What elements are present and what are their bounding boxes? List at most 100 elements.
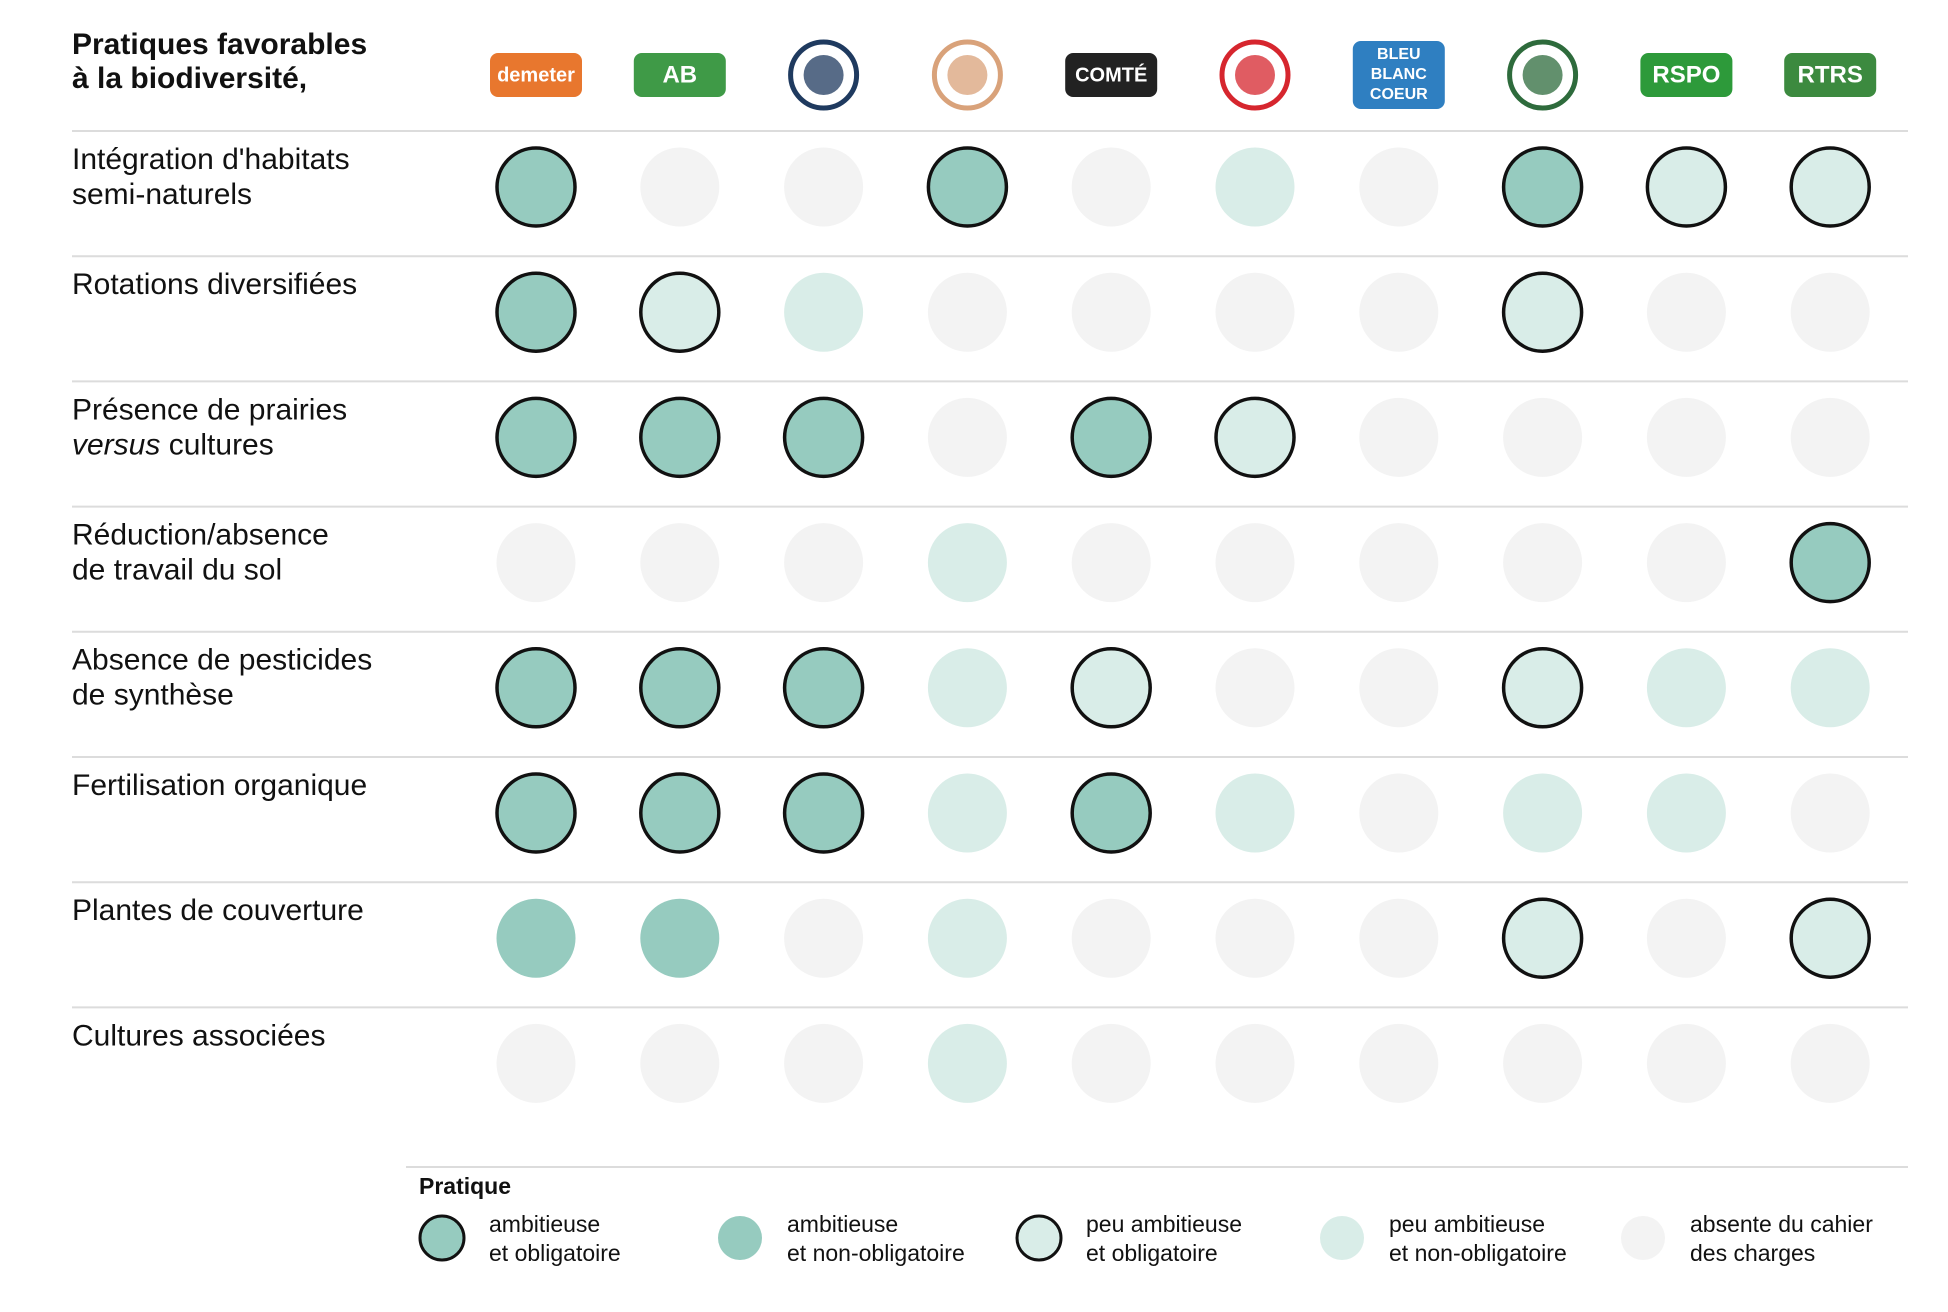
row-label: Fertilisation organique: [72, 769, 367, 802]
cell-circle: [1789, 521, 1871, 604]
cell-circle: [1646, 1023, 1726, 1103]
cell-circle: [784, 1023, 864, 1103]
cell-circle: [1071, 523, 1151, 603]
logo-badge: [1640, 53, 1733, 97]
legend-swatch: [418, 1214, 466, 1262]
cell-circle: [1359, 1023, 1439, 1103]
logo-badge: [1065, 53, 1158, 97]
legend-label: et non-obligatoire: [1389, 1240, 1567, 1266]
cell-circle: [1359, 648, 1439, 728]
legend-label: des charges: [1690, 1240, 1815, 1266]
cell-circle: [495, 396, 577, 479]
row-label: semi-naturels: [72, 178, 252, 211]
cell-circle: [640, 1023, 720, 1103]
cell-circle: [784, 898, 864, 978]
legend-label: et obligatoire: [1086, 1240, 1218, 1266]
logo-label: AB: [662, 61, 697, 88]
cell-circle: [1790, 1023, 1870, 1103]
cell-circle: [495, 772, 577, 854]
cell-circle: [495, 146, 577, 228]
row-label: Cultures associées: [72, 1019, 325, 1052]
logo-label: COMTÉ: [1075, 63, 1147, 86]
cell-circle: [640, 523, 720, 603]
logo-badge-inner: [803, 55, 844, 95]
legend-swatch: [1015, 1214, 1063, 1262]
cell-circle: [496, 898, 576, 978]
cell-circle: [639, 647, 721, 729]
cell-circle: [1646, 898, 1726, 978]
title: à la biodiversité,: [72, 62, 307, 95]
cell-circle: [1501, 647, 1584, 729]
cell-circle: [1503, 397, 1583, 477]
cell-circle: [927, 523, 1007, 603]
cell-circle: [927, 397, 1007, 477]
row-label: de travail du sol: [72, 554, 282, 587]
row-label: Absence de pesticides: [72, 644, 372, 677]
logo-badge: [490, 53, 582, 97]
cell-circle: [1070, 396, 1152, 479]
legend-swatch: [1621, 1216, 1665, 1260]
cell-circle: [1501, 146, 1584, 228]
cell-circle: [1215, 523, 1295, 603]
cell-circle: [1503, 773, 1583, 853]
legend-label: peu ambitieuse: [1389, 1211, 1545, 1237]
legend-swatch: [718, 1216, 762, 1260]
cell-circle: [784, 523, 864, 603]
row-label: Plantes de couverture: [72, 894, 364, 927]
cell-circle: [1790, 272, 1870, 352]
row-label: Intégration d'habitats: [72, 143, 350, 176]
cell-circle: [1645, 146, 1728, 228]
logo-badge: [1507, 39, 1579, 111]
cell-circle: [1359, 147, 1439, 227]
cell-circle: [1215, 272, 1295, 352]
cell-circle: [1215, 648, 1295, 728]
cell-circle: [782, 647, 865, 729]
logo-text: BLEU: [1377, 46, 1421, 63]
cell-circle: [1071, 1023, 1151, 1103]
cell-circle: [1359, 523, 1439, 603]
row-label-part: cultures: [160, 428, 273, 461]
cell-circle: [1646, 648, 1726, 728]
cell-circle: [926, 146, 1009, 228]
cell-circle: [927, 898, 1007, 978]
logo-label: demeter: [497, 64, 575, 86]
legend-swatch: [1320, 1216, 1364, 1260]
row-label: Réduction/absence: [72, 519, 329, 552]
row-label-part: versus: [72, 428, 160, 461]
cell-circle: [1215, 898, 1295, 978]
cell-circle: [1646, 523, 1726, 603]
cell-circle: [784, 147, 864, 227]
cell-circle: [639, 772, 721, 854]
row-label: Présence de prairies: [72, 393, 347, 426]
legend-label: absente du cahier: [1690, 1211, 1873, 1237]
row-label: Rotations diversifiées: [72, 268, 357, 301]
cell-circle: [1501, 271, 1584, 353]
logo-badge: [931, 39, 1003, 111]
cell-circle: [1070, 647, 1152, 729]
cell-circle: [1789, 146, 1871, 228]
cell-circle: [1215, 147, 1295, 227]
cell-circle: [1646, 773, 1726, 853]
cell-circle: [1215, 773, 1295, 853]
cell-circle: [1215, 1023, 1295, 1103]
cell-circle: [1359, 773, 1439, 853]
cell-circle: [1789, 897, 1871, 979]
cell-circle: [640, 898, 720, 978]
cell-circle: [495, 271, 577, 353]
legend-label: et non-obligatoire: [787, 1240, 965, 1266]
logo-badge: [633, 53, 726, 97]
cell-circle: [1071, 898, 1151, 978]
logo-badge-inner: [1522, 55, 1563, 95]
title: Pratiques favorables: [72, 28, 367, 61]
cell-circle: [496, 523, 576, 603]
legend-label: ambitieuse: [787, 1211, 898, 1237]
cell-circle: [1646, 397, 1726, 477]
logo-text: BLANC: [1371, 66, 1427, 83]
logo-badge-inner: [947, 55, 988, 95]
row-label: versus cultures: [72, 428, 274, 461]
cell-circle: [927, 272, 1007, 352]
logo-text: COEUR: [1370, 86, 1428, 103]
legend-label: ambitieuse: [489, 1211, 600, 1237]
cell-circle: [1790, 397, 1870, 477]
cell-circle: [640, 147, 720, 227]
